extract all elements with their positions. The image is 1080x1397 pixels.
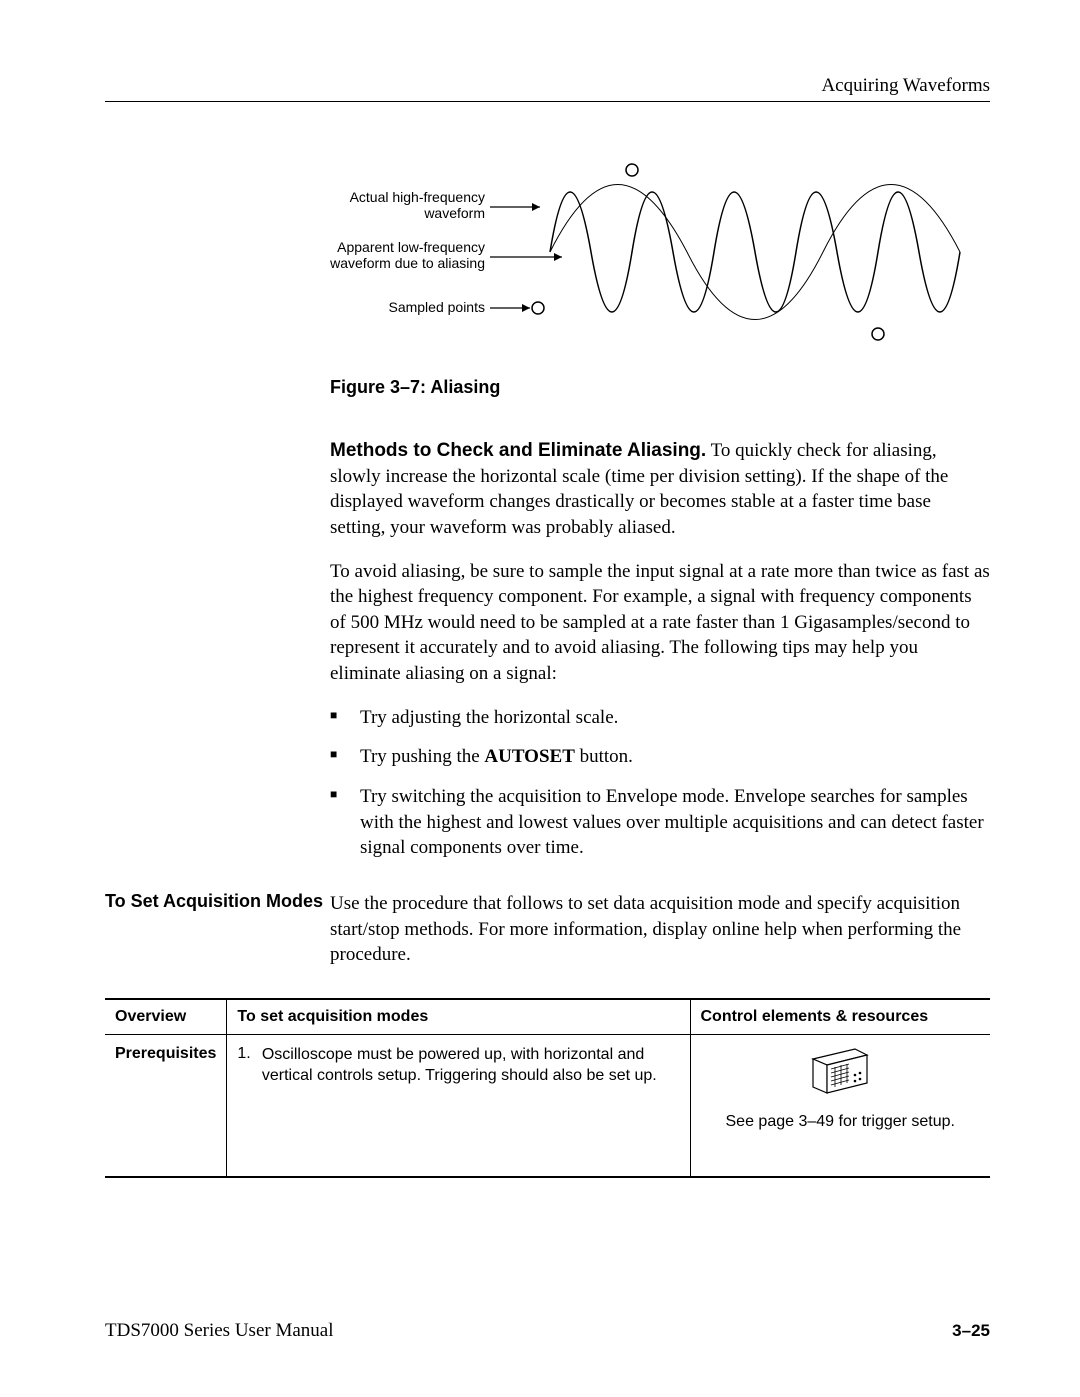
tip2-pre: Try pushing the	[360, 746, 484, 767]
tip-item-3: Try switching the acquisition to Envelop…	[330, 784, 990, 861]
svg-text:Apparent low-frequency: Apparent low-frequency	[337, 239, 485, 255]
footer-manual-title: TDS7000 Series User Manual	[105, 1320, 334, 1342]
methods-run-in: Methods to Check and Eliminate Aliasing.	[330, 440, 706, 461]
svg-text:waveform: waveform	[423, 205, 485, 221]
table-header-steps: To set acquisition modes	[227, 999, 690, 1035]
page-footer: TDS7000 Series User Manual 3–25	[105, 1320, 990, 1342]
figure-caption: Figure 3–7: Aliasing	[330, 377, 990, 398]
aliasing-figure: Actual high-frequency waveform Apparent …	[330, 152, 990, 398]
procedure-table: Overview To set acquisition modes Contro…	[105, 998, 990, 1178]
svg-text:Actual high-frequency: Actual high-frequency	[350, 189, 485, 205]
table-row-resource: See page 3–49 for trigger setup.	[690, 1034, 990, 1177]
methods-p2: To avoid aliasing, be sure to sample the…	[330, 559, 990, 687]
acq-modes-heading: To Set Acquisition Modes	[105, 891, 330, 912]
acq-modes-body: Use the procedure that follows to set da…	[330, 891, 990, 968]
svg-text:Sampled points: Sampled points	[388, 299, 485, 315]
tip2-bold: AUTOSET	[484, 746, 574, 767]
oscilloscope-icon	[805, 1045, 875, 1095]
tip-item-2: Try pushing the AUTOSET button.	[330, 744, 990, 770]
methods-para-2: To avoid aliasing, be sure to sample the…	[330, 559, 990, 687]
footer-page-number: 3–25	[952, 1321, 990, 1341]
page-section-header: Acquiring Waveforms	[105, 75, 990, 97]
table-row: Prerequisites 1. Oscilloscope must be po…	[105, 1034, 990, 1177]
table-row-label: Prerequisites	[105, 1034, 227, 1177]
acq-modes-section: To Set Acquisition Modes Use the procedu…	[105, 891, 990, 968]
table-header-overview: Overview	[105, 999, 227, 1035]
header-rule	[105, 101, 990, 102]
step-text: Oscilloscope must be powered up, with ho…	[262, 1045, 676, 1087]
methods-para-1: Methods to Check and Eliminate Aliasing.…	[330, 438, 990, 541]
tip-item-1: Try adjusting the horizontal scale.	[330, 705, 990, 731]
tip2-post: button.	[575, 746, 633, 767]
svg-text:waveform due to aliasing: waveform due to aliasing	[330, 255, 485, 271]
aliasing-diagram-svg: Actual high-frequency waveform Apparent …	[330, 152, 970, 352]
tips-list: Try adjusting the horizontal scale. Try …	[330, 705, 990, 861]
table-header-resources: Control elements & resources	[690, 999, 990, 1035]
resource-caption: See page 3–49 for trigger setup.	[701, 1113, 981, 1131]
step-number: 1.	[237, 1045, 257, 1063]
table-row-step: 1. Oscilloscope must be powered up, with…	[227, 1034, 690, 1177]
